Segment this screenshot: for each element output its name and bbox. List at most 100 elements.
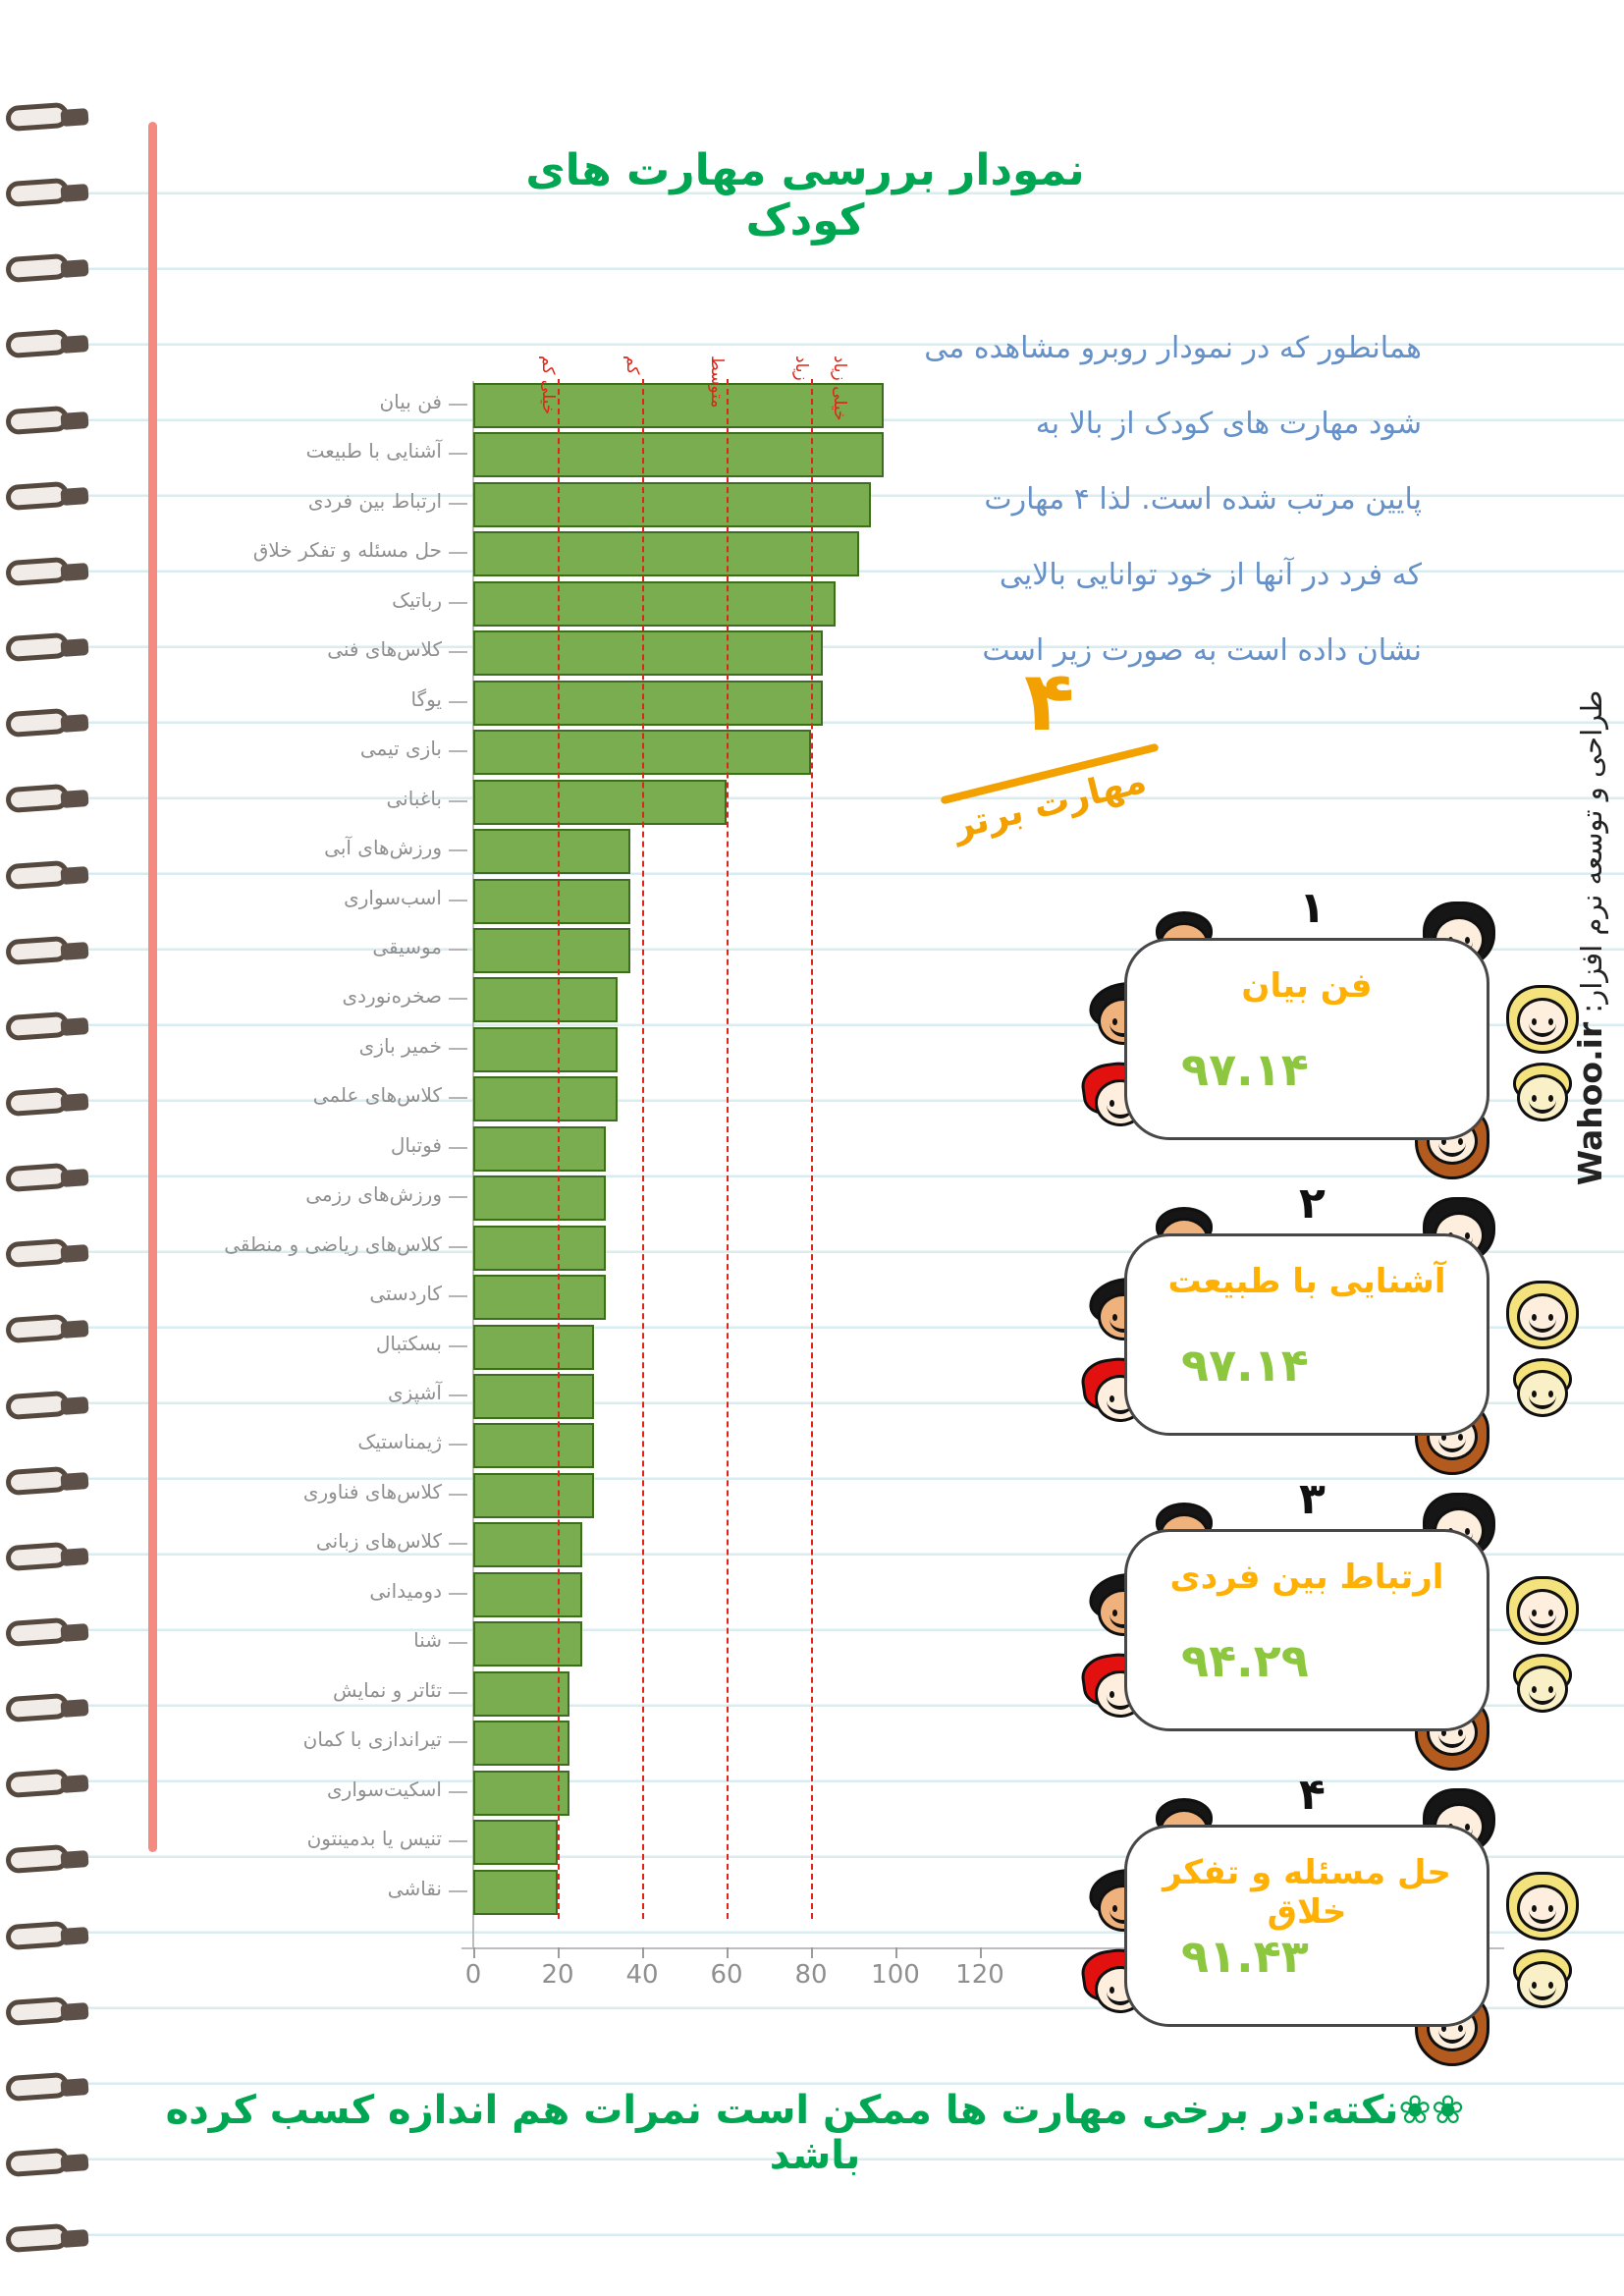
girl-blonde-icon — [1506, 985, 1579, 1054]
spiral-coil — [6, 1468, 96, 1498]
bar — [473, 1125, 607, 1172]
zone-label: خیلی زیاد — [829, 355, 849, 421]
top-skill-card-3: ۳ ارتباط بین فردی ۹۴.۲۹ — [1078, 1474, 1579, 1771]
bar — [473, 927, 630, 973]
smile — [1107, 1396, 1134, 1414]
x-axis-tick — [473, 1947, 475, 1958]
smile — [1110, 1019, 1137, 1037]
category-label: آشپزی — [387, 1381, 442, 1404]
bar — [473, 1621, 582, 1667]
category-label: تیراندازی با کمان — [302, 1727, 442, 1752]
page-title: نمودار بررسی مهارت های کودک — [525, 145, 1085, 246]
smile — [1110, 1611, 1137, 1628]
card-rank: ۱ — [1299, 883, 1326, 933]
zone-label: کم — [623, 355, 642, 375]
category-tick — [449, 1097, 467, 1100]
head — [1517, 1961, 1568, 2008]
top-skill-card-4: ۴ حل مسئله و تفکر خلاق ۹۱.۴۳ — [1078, 1770, 1579, 2066]
category-tick — [449, 899, 467, 902]
bar-chart-plot — [473, 381, 984, 1919]
bar — [473, 383, 884, 428]
category-tick — [449, 552, 467, 555]
category-tick — [449, 750, 467, 753]
category-label: خمیر بازی — [358, 1033, 442, 1058]
spiral-coil — [6, 1013, 96, 1043]
head — [1517, 1589, 1568, 1636]
x-axis-tick — [811, 1947, 813, 1958]
bar — [473, 1770, 570, 1816]
spiral-coil — [6, 1240, 96, 1270]
bar — [473, 1324, 594, 1370]
spiral-coil — [6, 1695, 96, 1724]
card-box: ارتباط بین فردی ۹۴.۲۹ — [1124, 1529, 1489, 1731]
girl-blonde-icon — [1506, 1576, 1579, 1645]
card-rank: ۲ — [1299, 1178, 1326, 1229]
bar — [473, 878, 630, 924]
category-label: ورزش‌های رزمی — [305, 1182, 442, 1207]
bar — [473, 1275, 607, 1321]
category-tick — [449, 1245, 467, 1248]
category-tick — [449, 453, 467, 456]
card-skill-title: آشنایی با طبیعت — [1167, 1262, 1446, 1301]
x-axis-tick-label: 80 — [794, 1960, 828, 1990]
head — [1517, 1074, 1568, 1121]
category-tick — [449, 1196, 467, 1199]
category-tick — [449, 404, 467, 406]
bar — [473, 481, 872, 527]
category-tick — [449, 849, 467, 852]
spiral-coil — [6, 180, 96, 209]
x-axis-tick — [727, 1947, 729, 1958]
spiral-coil — [6, 331, 96, 360]
x-axis-tick — [895, 1947, 897, 1958]
card-skill-score: ۹۷.۱۴ — [1181, 1339, 1309, 1392]
spiral-coil — [6, 2150, 96, 2179]
x-axis-tick — [642, 1947, 644, 1958]
card-rank: ۳ — [1299, 1474, 1326, 1524]
smile — [1110, 1906, 1137, 1924]
smile — [1529, 1096, 1556, 1114]
spiral-coil — [6, 408, 96, 437]
spiral-coil — [6, 1923, 96, 1952]
bar — [473, 580, 836, 627]
category-label: ارتباط بین فردی — [307, 488, 442, 513]
spiral-coil — [6, 1316, 96, 1345]
category-label: کلاس‌های فنی — [327, 637, 442, 662]
category-label: شنا — [413, 1628, 442, 1653]
category-tick — [449, 502, 467, 505]
card-skill-score: ۹۷.۱۴ — [1181, 1043, 1309, 1096]
bar — [473, 1869, 558, 1915]
smile — [1438, 1730, 1466, 1748]
bar — [473, 680, 824, 726]
smile — [1529, 1687, 1556, 1705]
bar — [473, 1175, 607, 1222]
zone-label: متوسط — [707, 355, 727, 409]
head — [1517, 1666, 1568, 1713]
category-label: اسکیت‌سواری — [327, 1777, 442, 1801]
boy-blonde-icon — [1513, 1358, 1572, 1420]
bar — [473, 1721, 570, 1767]
top-skill-card-1: ۱ فن بیان ۹۷.۱۴ — [1078, 883, 1579, 1179]
spiral-coil — [6, 634, 96, 664]
category-tick — [449, 1642, 467, 1645]
bar — [473, 1423, 594, 1469]
x-axis-tick — [558, 1947, 560, 1958]
smile — [1529, 1906, 1556, 1924]
bar — [473, 1670, 570, 1717]
bar — [473, 1571, 582, 1617]
category-label: ژیمناستیک — [357, 1430, 442, 1454]
smile — [1529, 1392, 1556, 1409]
category-tick — [449, 700, 467, 703]
x-axis-tick-label: 20 — [541, 1960, 574, 1990]
chart-x-axis — [461, 1947, 1504, 1949]
spiral-coil — [6, 1544, 96, 1573]
spiral-coil — [6, 1846, 96, 1876]
card-skill-title: فن بیان — [1241, 966, 1373, 1006]
boy-blonde-icon — [1513, 1063, 1572, 1124]
card-box: حل مسئله و تفکر خلاق ۹۱.۴۳ — [1124, 1825, 1489, 2027]
intro-line: که فرد در آنها از خود توانایی بالایی — [999, 558, 1422, 592]
card-skill-title: ارتباط بین فردی — [1169, 1558, 1444, 1597]
category-label: کلاس‌های زبانی — [315, 1529, 442, 1554]
bar — [473, 432, 884, 478]
category-tick — [449, 948, 467, 951]
